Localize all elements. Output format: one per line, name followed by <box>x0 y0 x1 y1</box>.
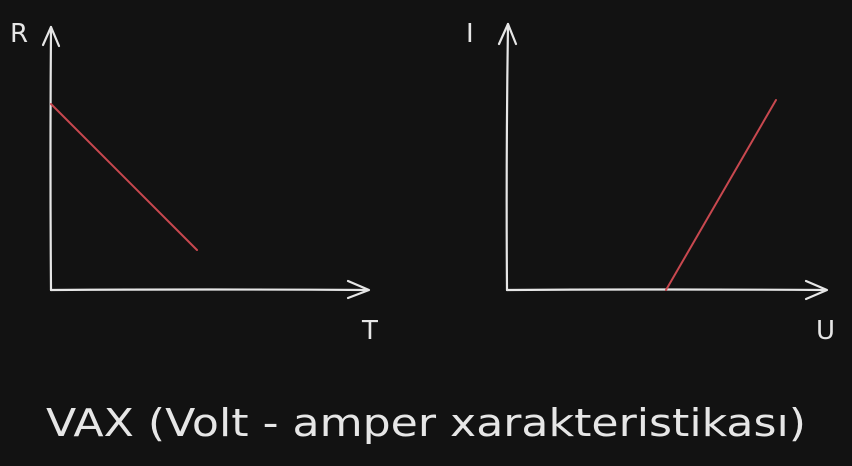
right-y-arrowhead <box>497 22 518 46</box>
graph-i-vs-u: I U <box>466 19 835 346</box>
caption: VAX (Volt - amper xarakteristikası) <box>46 401 806 445</box>
left-x-label: T <box>361 316 378 346</box>
left-y-arrowhead <box>41 25 61 48</box>
r-t-line <box>50 103 198 251</box>
graph-r-vs-t: R T <box>10 19 378 346</box>
right-y-axis <box>505 22 510 292</box>
right-y-label: I <box>466 19 474 49</box>
left-x-arrowhead <box>346 279 371 300</box>
right-x-arrowhead <box>804 279 829 301</box>
left-y-axis <box>49 25 53 292</box>
i-u-line <box>665 99 777 291</box>
right-x-label: U <box>816 316 835 346</box>
left-y-label: R <box>10 19 28 49</box>
left-x-axis <box>49 288 370 292</box>
